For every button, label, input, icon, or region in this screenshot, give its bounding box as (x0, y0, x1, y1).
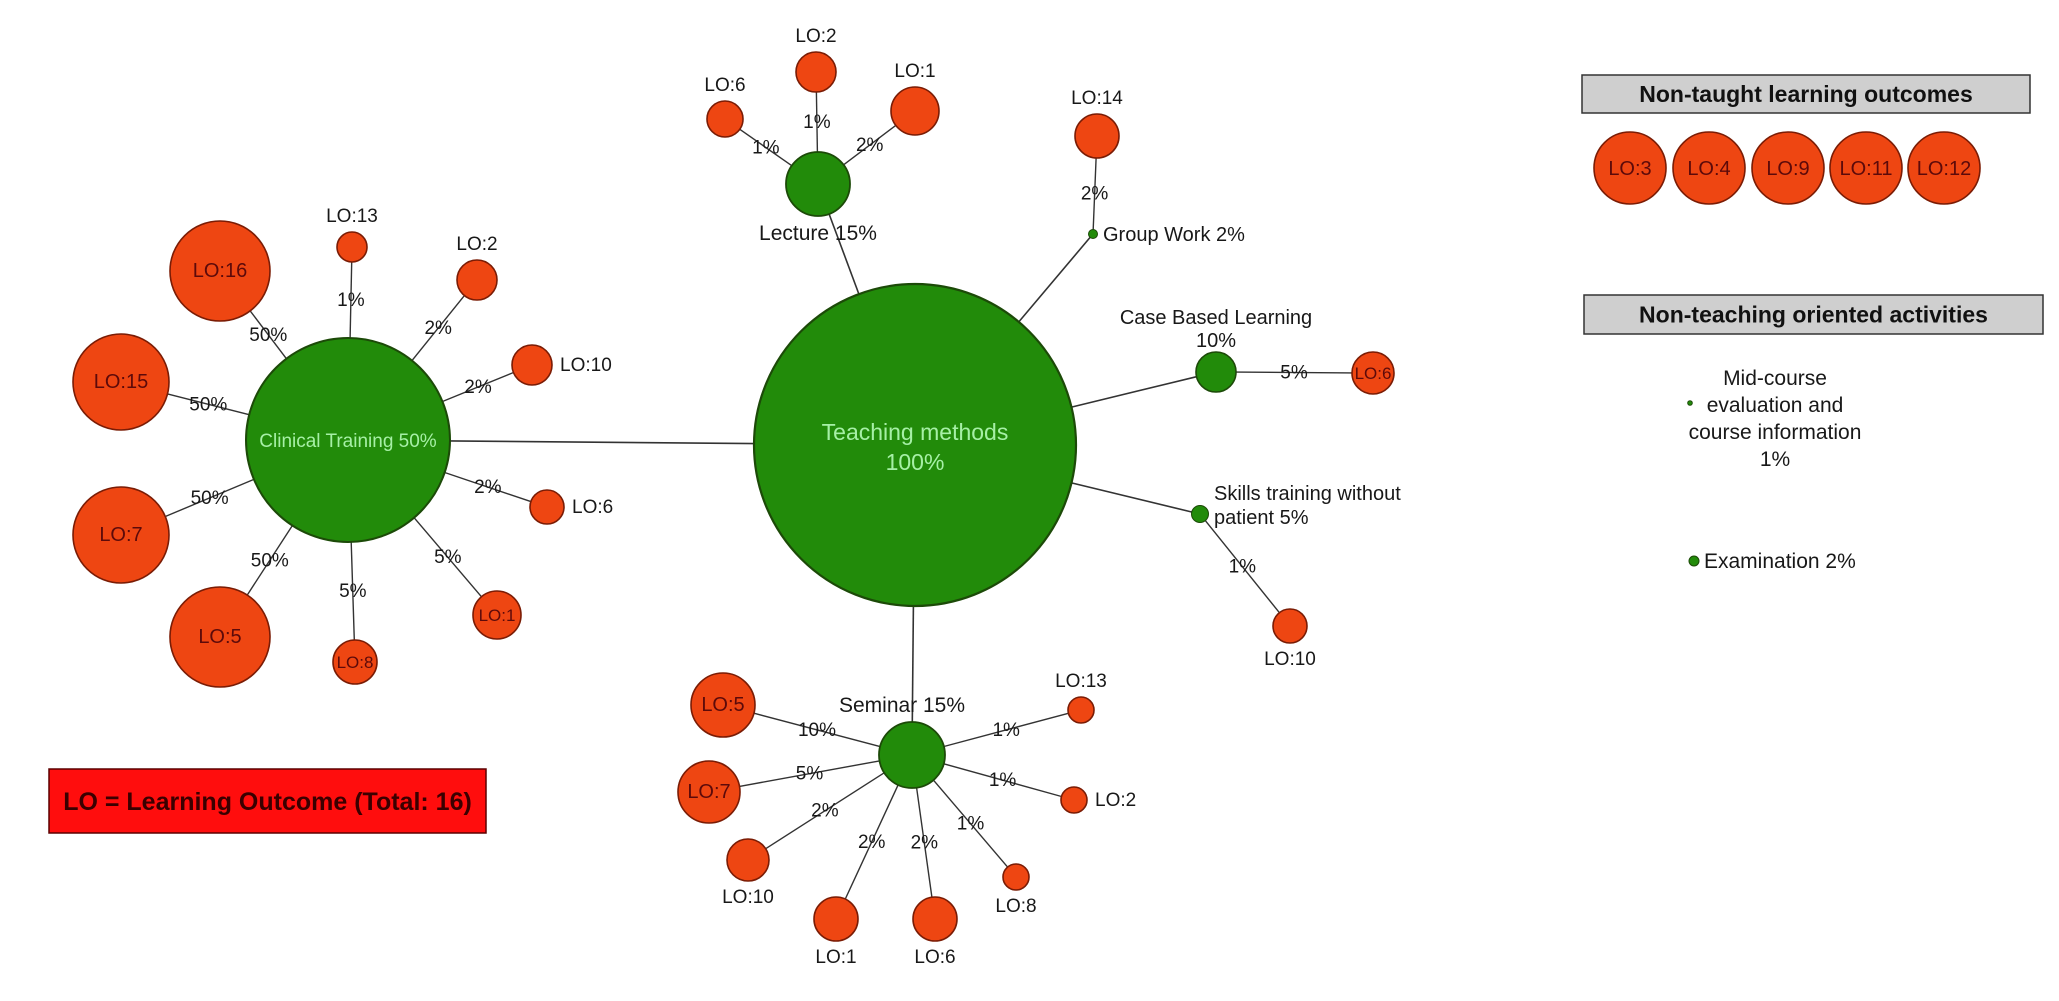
svg-text:1%: 1% (752, 138, 780, 159)
svg-text:LO:11: LO:11 (1840, 158, 1893, 180)
svg-text:50%: 50% (189, 394, 227, 415)
svg-text:2%: 2% (858, 832, 886, 853)
svg-text:2%: 2% (1081, 184, 1109, 205)
svg-text:LO:13: LO:13 (326, 206, 378, 227)
svg-text:LO:6: LO:6 (914, 947, 955, 968)
svg-text:LO:6: LO:6 (704, 75, 745, 96)
svg-text:5%: 5% (796, 764, 824, 785)
svg-text:Non-taught learning outcomes: Non-taught learning outcomes (1639, 81, 1973, 107)
svg-text:2%: 2% (856, 135, 884, 156)
svg-text:Non-teaching oriented activiti: Non-teaching oriented activities (1639, 302, 1988, 328)
svg-text:5%: 5% (1280, 363, 1308, 384)
svg-text:2%: 2% (911, 832, 939, 853)
svg-text:1%: 1% (1229, 557, 1257, 578)
svg-text:5%: 5% (434, 547, 462, 568)
svg-text:1%: 1% (992, 720, 1020, 741)
svg-text:LO:2: LO:2 (795, 26, 836, 47)
svg-text:Examination 2%: Examination 2% (1704, 550, 1856, 573)
svg-text:1%: 1% (337, 290, 365, 311)
svg-text:50%: 50% (249, 325, 287, 346)
svg-text:100%: 100% (886, 449, 945, 475)
svg-text:LO:5: LO:5 (701, 694, 744, 716)
svg-text:Group Work 2%: Group Work 2% (1103, 224, 1245, 246)
svg-text:Teaching methods: Teaching methods (822, 419, 1009, 445)
svg-text:5%: 5% (339, 581, 367, 602)
svg-text:patient 5%: patient 5% (1214, 507, 1309, 529)
svg-text:Mid-course: Mid-course (1723, 367, 1827, 390)
svg-text:LO:7: LO:7 (687, 781, 730, 803)
svg-text:LO:8: LO:8 (995, 896, 1036, 917)
svg-text:LO:5: LO:5 (198, 626, 241, 648)
svg-text:1%: 1% (957, 814, 985, 835)
svg-text:LO:6: LO:6 (572, 497, 613, 518)
svg-text:Clinical Training 50%: Clinical Training 50% (259, 431, 437, 452)
svg-text:2%: 2% (424, 318, 452, 339)
svg-text:LO:9: LO:9 (1766, 158, 1809, 180)
svg-text:LO:6: LO:6 (1355, 364, 1392, 383)
svg-text:10%: 10% (798, 720, 836, 741)
svg-text:LO:14: LO:14 (1071, 88, 1123, 109)
svg-text:LO:7: LO:7 (99, 524, 142, 546)
svg-text:Seminar 15%: Seminar 15% (839, 694, 965, 717)
svg-text:evaluation and: evaluation and (1707, 394, 1844, 417)
svg-text:LO:3: LO:3 (1608, 158, 1651, 180)
svg-text:LO:15: LO:15 (94, 371, 148, 393)
svg-text:LO:2: LO:2 (1095, 790, 1136, 811)
svg-text:Case Based Learning: Case Based Learning (1120, 307, 1312, 329)
svg-text:LO:4: LO:4 (1687, 158, 1730, 180)
svg-text:1%: 1% (1760, 448, 1790, 471)
svg-text:Lecture 15%: Lecture 15% (759, 222, 877, 245)
svg-text:LO:1: LO:1 (479, 606, 516, 625)
svg-text:1%: 1% (989, 770, 1017, 791)
svg-text:10%: 10% (1196, 330, 1236, 352)
svg-text:LO:12: LO:12 (1917, 158, 1971, 180)
svg-text:50%: 50% (251, 550, 289, 571)
svg-text:course information: course information (1689, 421, 1862, 444)
svg-text:LO:2: LO:2 (456, 234, 497, 255)
svg-text:LO:10: LO:10 (1264, 649, 1316, 670)
svg-text:2%: 2% (464, 377, 492, 398)
svg-text:1%: 1% (803, 112, 831, 133)
svg-text:LO:1: LO:1 (894, 61, 935, 82)
svg-text:50%: 50% (191, 488, 229, 509)
svg-text:LO = Learning Outcome (Total:: LO = Learning Outcome (Total: 16) (63, 788, 472, 816)
svg-text:Skills training without: Skills training without (1214, 483, 1401, 505)
svg-text:LO:8: LO:8 (337, 653, 374, 672)
svg-text:LO:16: LO:16 (193, 260, 247, 282)
svg-text:LO:13: LO:13 (1055, 671, 1107, 692)
svg-text:LO:10: LO:10 (722, 887, 774, 908)
svg-text:2%: 2% (811, 801, 839, 822)
svg-text:LO:1: LO:1 (815, 947, 856, 968)
svg-text:2%: 2% (474, 477, 502, 498)
svg-text:LO:10: LO:10 (560, 355, 612, 376)
